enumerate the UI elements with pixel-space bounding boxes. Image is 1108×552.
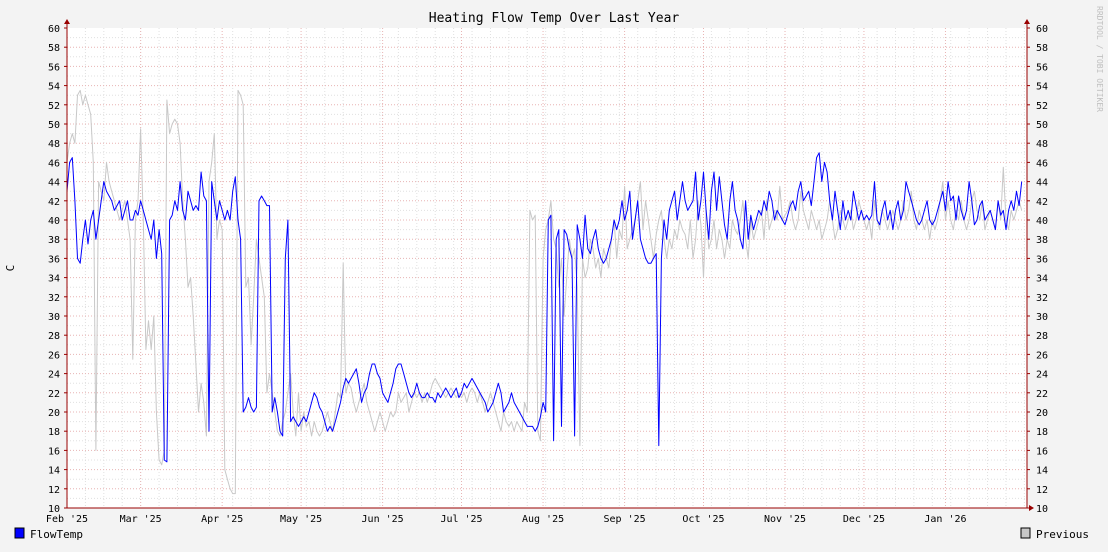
y-tick-label-left: 24 [48,370,60,381]
y-tick-label-right: 38 [1036,235,1048,246]
y-tick-label-left: 58 [48,43,60,54]
y-tick-label-right: 28 [1036,331,1048,342]
y-tick-label-left: 54 [48,82,60,93]
y-tick-label-right: 44 [1036,178,1048,189]
y-tick-label-right: 16 [1036,446,1048,457]
x-tick-label: Mar '25 [120,514,162,525]
y-tick-label-left: 38 [48,235,60,246]
legend-label-previous: Previous [1036,528,1089,541]
chart-title: Heating Flow Temp Over Last Year [429,11,680,26]
y-tick-label-left: 52 [48,101,60,112]
y-tick-label-left: 34 [48,274,60,285]
y-tick-label-left: 28 [48,331,60,342]
y-tick-label-right: 32 [1036,293,1048,304]
axis-layer: 10 10 12 12 14 14 16 16 18 18 20 20 22 22 24 24 26 26 28 28… [46,19,1048,525]
legend-swatch-previous [1020,527,1031,539]
legend-label-flowtemp: FlowTemp [30,528,83,541]
y-tick-label-left: 36 [48,254,60,265]
y-tick-label-left: 12 [48,485,60,496]
x-axis-arrow [1029,505,1034,511]
y-tick-label-right: 48 [1036,139,1048,150]
y-tick-label-right: 58 [1036,43,1048,54]
y-tick-label-right: 24 [1036,370,1048,381]
y-tick-label-left: 22 [48,389,60,400]
y-tick-label-right: 50 [1036,120,1048,131]
y-tick-label-left: 40 [48,216,60,227]
y-tick-label-left: 26 [48,350,60,361]
y-tick-label-left: 20 [48,408,60,419]
x-tick-label: May '25 [280,514,322,525]
watermark: RRDTOOL / TOBI OETIKER [1095,6,1104,112]
y-axis-arrow-left [64,19,70,24]
y-axis-arrow-right [1024,19,1030,24]
y-tick-label-right: 14 [1036,466,1048,477]
x-tick-label: Sep '25 [604,514,646,525]
x-tick-label: Nov '25 [764,514,806,525]
y-tick-label-left: 60 [48,24,60,35]
x-tick-label: Aug '25 [522,514,564,525]
series-line-flowtemp [66,152,1023,463]
y-tick-label-left: 16 [48,446,60,457]
y-tick-label-left: 14 [48,466,60,477]
y-tick-label-right: 40 [1036,216,1048,227]
y-tick-label-right: 52 [1036,101,1048,112]
y-tick-label-right: 30 [1036,312,1048,323]
y-tick-label-left: 32 [48,293,60,304]
y-tick-label-left: 44 [48,178,60,189]
x-tick-label: Apr '25 [201,514,243,525]
y-tick-label-left: 50 [48,120,60,131]
y-tick-label-left: 10 [48,504,60,515]
x-tick-label: Oct '25 [682,514,724,525]
x-tick-label: Jul '25 [440,514,482,525]
y-tick-label-right: 34 [1036,274,1048,285]
legend-swatch-flowtemp [14,527,25,539]
y-tick-label-left: 30 [48,312,60,323]
y-tick-label-left: 18 [48,427,60,438]
y-tick-label-right: 54 [1036,82,1048,93]
y-tick-label-right: 10 [1036,504,1048,515]
y-tick-label-left: 48 [48,139,60,150]
y-tick-label-right: 56 [1036,62,1048,73]
y-tick-label-right: 36 [1036,254,1048,265]
y-tick-label-right: 60 [1036,24,1048,35]
y-tick-label-left: 42 [48,197,60,208]
legend: FlowTemp Previous [14,527,1089,541]
series-layer [66,89,1023,495]
x-tick-label: Dec '25 [843,514,885,525]
y-tick-label-right: 20 [1036,408,1048,419]
y-tick-label-right: 22 [1036,389,1048,400]
x-tick-label: Jan '26 [924,514,966,525]
y-axis-label: C [4,265,17,272]
y-tick-label-right: 18 [1036,427,1048,438]
y-tick-label-right: 12 [1036,485,1048,496]
y-tick-label-right: 46 [1036,158,1048,169]
y-tick-label-left: 46 [48,158,60,169]
x-tick-label: Feb '25 [46,514,88,525]
x-tick-label: Jun '25 [362,514,404,525]
y-tick-label-right: 42 [1036,197,1048,208]
y-tick-label-right: 26 [1036,350,1048,361]
y-tick-label-left: 56 [48,62,60,73]
